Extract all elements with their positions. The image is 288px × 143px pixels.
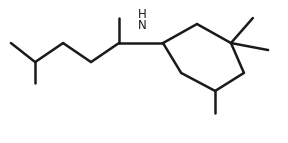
Text: H
N: H N (138, 8, 146, 32)
